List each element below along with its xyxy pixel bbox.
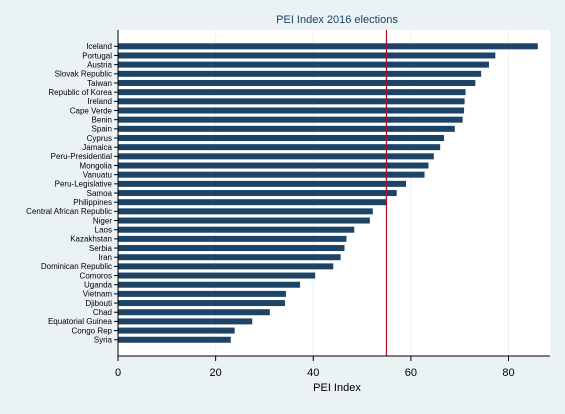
bar-17 bbox=[118, 199, 387, 206]
category-label-27: Vietnam bbox=[83, 290, 113, 299]
x-tick-label-1: 20 bbox=[210, 367, 222, 379]
bar-32 bbox=[118, 336, 231, 343]
bar-24 bbox=[118, 263, 334, 270]
bar-9 bbox=[118, 125, 455, 132]
bar-20 bbox=[118, 226, 355, 233]
chart-title: PEI Index 2016 elections bbox=[276, 14, 398, 26]
bar-4 bbox=[118, 79, 476, 86]
x-axis-label: PEI Index bbox=[313, 382, 361, 394]
bar-25 bbox=[118, 272, 316, 279]
bar-19 bbox=[118, 217, 370, 224]
bar-1 bbox=[118, 52, 496, 59]
category-label-11: Jamaica bbox=[82, 143, 112, 152]
category-label-5: Republic of Korea bbox=[48, 88, 112, 97]
category-label-4: Taiwan bbox=[87, 79, 112, 88]
category-label-30: Equatorial Guinea bbox=[48, 317, 113, 326]
bar-15 bbox=[118, 180, 406, 187]
category-label-18: Central African Republic bbox=[26, 207, 112, 216]
category-label-31: Congo Rep bbox=[72, 326, 113, 335]
category-label-22: Serbia bbox=[89, 244, 113, 253]
bar-12 bbox=[118, 153, 434, 160]
category-label-3: Slovak Republic bbox=[55, 70, 112, 79]
bar-8 bbox=[118, 116, 463, 123]
bar-2 bbox=[118, 61, 489, 68]
bar-18 bbox=[118, 208, 373, 215]
bar-0 bbox=[118, 43, 538, 50]
bar-23 bbox=[118, 254, 341, 261]
bar-21 bbox=[118, 235, 347, 242]
bar-3 bbox=[118, 70, 482, 77]
category-label-25: Comoros bbox=[80, 271, 112, 280]
category-label-24: Dominican Republic bbox=[41, 262, 112, 271]
bar-5 bbox=[118, 89, 466, 96]
category-label-17: Philippines bbox=[73, 198, 112, 207]
category-label-16: Samoa bbox=[87, 189, 113, 198]
x-tick-label-4: 80 bbox=[502, 367, 514, 379]
category-label-26: Uganda bbox=[84, 281, 113, 290]
bar-30 bbox=[118, 318, 253, 325]
bar-10 bbox=[118, 135, 445, 141]
bar-28 bbox=[118, 300, 285, 307]
x-axis: 0 20 40 60 80 bbox=[114, 30, 550, 379]
category-label-23: Iran bbox=[98, 253, 112, 262]
bar-7 bbox=[118, 107, 465, 114]
x-tick-label-3: 60 bbox=[405, 367, 417, 379]
x-tick-label-2: 40 bbox=[307, 367, 319, 379]
category-label-14: Vanuatu bbox=[83, 170, 112, 179]
bar-29 bbox=[118, 309, 270, 316]
category-label-28: Djibouti bbox=[85, 299, 112, 308]
bars bbox=[118, 43, 538, 343]
category-label-15: Peru-Legislative bbox=[55, 180, 113, 189]
category-label-20: Laos bbox=[95, 226, 112, 235]
category-label-1: Portugal bbox=[82, 51, 112, 60]
bar-22 bbox=[118, 245, 345, 252]
category-label-10: Cyprus bbox=[87, 134, 112, 143]
bar-31 bbox=[118, 327, 235, 334]
category-label-13: Mongolia bbox=[80, 161, 113, 170]
category-label-9: Spain bbox=[92, 125, 112, 134]
category-label-8: Benin bbox=[92, 115, 112, 124]
bar-27 bbox=[118, 290, 286, 297]
x-tick-label-0: 0 bbox=[115, 367, 121, 379]
bar-16 bbox=[118, 190, 397, 197]
category-label-7: Cape Verde bbox=[70, 106, 113, 115]
category-label-29: Chad bbox=[93, 308, 112, 317]
bar-26 bbox=[118, 281, 301, 288]
category-label-12: Peru-Presidential bbox=[51, 152, 113, 161]
category-label-2: Austria bbox=[87, 60, 112, 69]
category-label-6: Ireland bbox=[88, 97, 112, 106]
bar-6 bbox=[118, 98, 465, 105]
bar-11 bbox=[118, 144, 441, 151]
category-label-0: Iceland bbox=[86, 42, 112, 51]
category-label-21: Kazakhstan bbox=[70, 235, 112, 244]
bar-14 bbox=[118, 171, 425, 178]
category-label-19: Niger bbox=[93, 216, 112, 225]
bar-13 bbox=[118, 162, 429, 169]
category-label-32: Syria bbox=[94, 336, 113, 345]
